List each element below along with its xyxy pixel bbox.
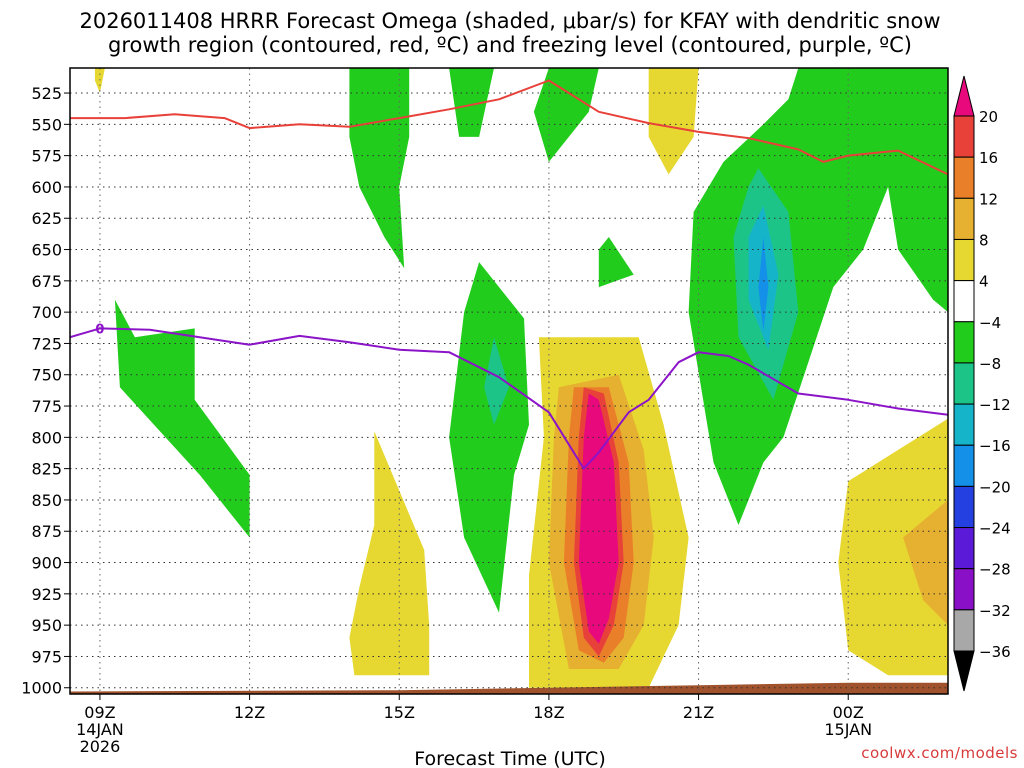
x-tick-sublabel-0-0: 14JAN — [76, 720, 124, 739]
x-axis-label: Forecast Time (UTC) — [414, 748, 605, 768]
omega-region-4 — [449, 68, 494, 137]
colorbar-tick-3: 8 — [979, 231, 989, 249]
contour-lines: 0 — [70, 79, 948, 470]
colorbar-segment-8 — [953, 444, 975, 487]
colorbar-segment-2 — [953, 197, 975, 240]
x-tick-label-5: 00Z — [833, 703, 864, 722]
omega-region-0 — [114, 299, 250, 538]
omega-region-15 — [578, 393, 619, 644]
colorbar-tick-11: −28 — [979, 561, 1011, 579]
omega-region-17 — [838, 418, 948, 676]
freezing-level-label: 0 — [95, 322, 104, 337]
colorbar-tick-4: 4 — [979, 273, 989, 291]
colorbar-top-triangle — [953, 75, 975, 117]
y-tick-label-4: 625 — [31, 209, 62, 228]
colorbar-segment-11 — [953, 568, 975, 611]
colorbar-segment-4 — [953, 280, 975, 323]
colorbar-segment-10 — [953, 527, 975, 570]
colorbar: 20 16 12 8 4 −4 −8 −12 −16 −20 −24 −28 −32 −36 — [953, 75, 1011, 692]
plot-area: 0 — [69, 67, 949, 695]
credit-text[interactable]: coolwx.com/models — [861, 744, 1018, 762]
x-tick-label-3: 18Z — [533, 703, 564, 722]
plot-frame — [69, 67, 949, 695]
chart-title-line-1: 2026011408 HRRR Forecast Omega (shaded, … — [79, 9, 940, 33]
omega-region-5 — [533, 68, 599, 162]
y-tick-label-14: 875 — [31, 522, 62, 541]
x-tick-sublabel-5-0: 15JAN — [824, 720, 872, 739]
x-tick-label-1: 12Z — [234, 703, 265, 722]
colorbar-tick-9: −20 — [979, 478, 1011, 496]
y-tick-label-16: 925 — [31, 585, 62, 604]
dendritic-growth-contour — [70, 79, 948, 176]
x-tick-label-4: 21Z — [683, 703, 714, 722]
colorbar-tick-1: 16 — [979, 149, 998, 167]
y-tick-label-12: 825 — [31, 460, 62, 479]
colorbar-segment-12 — [953, 609, 975, 652]
colorbar-segment-5 — [953, 321, 975, 364]
omega-region-3 — [484, 337, 509, 425]
colorbar-segment-3 — [953, 238, 975, 282]
y-axis: 525 550 575 600 625 650 675 700 725 750 775 800 825 8… — [21, 84, 70, 698]
y-tick-label-5: 650 — [31, 241, 62, 260]
omega-shading — [94, 68, 948, 688]
colorbar-tick-13: −36 — [979, 643, 1011, 661]
colorbar-segment-9 — [953, 485, 975, 529]
omega-region-6 — [598, 237, 634, 288]
omega-region-16 — [349, 431, 430, 676]
y-tick-label-9: 750 — [31, 366, 62, 385]
y-tick-label-8: 725 — [31, 334, 62, 353]
y-tick-label-13: 850 — [31, 491, 62, 510]
colorbar-tick-10: −24 — [979, 520, 1011, 538]
chart-title-line-2: growth region (contoured, red, ºC) and f… — [108, 33, 912, 57]
y-tick-label-2: 575 — [31, 147, 62, 166]
y-tick-label-17: 950 — [31, 616, 62, 635]
x-tick-label-2: 15Z — [384, 703, 415, 722]
terrain-fill — [70, 682, 948, 694]
colorbar-tick-6: −8 — [979, 355, 1001, 373]
colorbar-tick-0: 20 — [979, 108, 998, 126]
colorbar-tick-7: −12 — [979, 396, 1011, 414]
terrain-layer — [70, 682, 948, 694]
omega-region-19 — [648, 68, 699, 175]
colorbar-tick-2: 12 — [979, 190, 998, 208]
y-tick-label-18: 975 — [31, 647, 62, 666]
y-tick-label-6: 675 — [31, 272, 62, 291]
y-tick-label-1: 550 — [31, 115, 62, 134]
colorbar-segment-0 — [953, 115, 975, 158]
grid — [70, 68, 948, 694]
colorbar-tick-8: −16 — [979, 437, 1011, 455]
omega-region-10 — [758, 237, 769, 331]
omega-region-18 — [903, 499, 948, 626]
colorbar-tick-12: −32 — [979, 602, 1011, 620]
y-tick-label-7: 700 — [31, 303, 62, 322]
y-tick-label-11: 800 — [31, 428, 62, 447]
colorbar-bottom-triangle — [953, 650, 975, 692]
x-tick-label-0: 09Z — [84, 703, 115, 722]
y-tick-label-3: 600 — [31, 178, 62, 197]
x-tick-sublabel-0-1: 2026 — [80, 737, 121, 756]
y-tick-label-10: 775 — [31, 397, 62, 416]
colorbar-tick-5: −4 — [979, 314, 1001, 332]
y-tick-label-15: 900 — [31, 554, 62, 573]
y-tick-label-19: 1000 — [21, 679, 62, 698]
y-tick-label-0: 525 — [31, 84, 62, 103]
colorbar-segment-6 — [953, 362, 975, 405]
freezing-level-contour — [70, 327, 948, 470]
colorbar-segment-7 — [953, 403, 975, 446]
colorbar-segment-1 — [953, 156, 975, 199]
